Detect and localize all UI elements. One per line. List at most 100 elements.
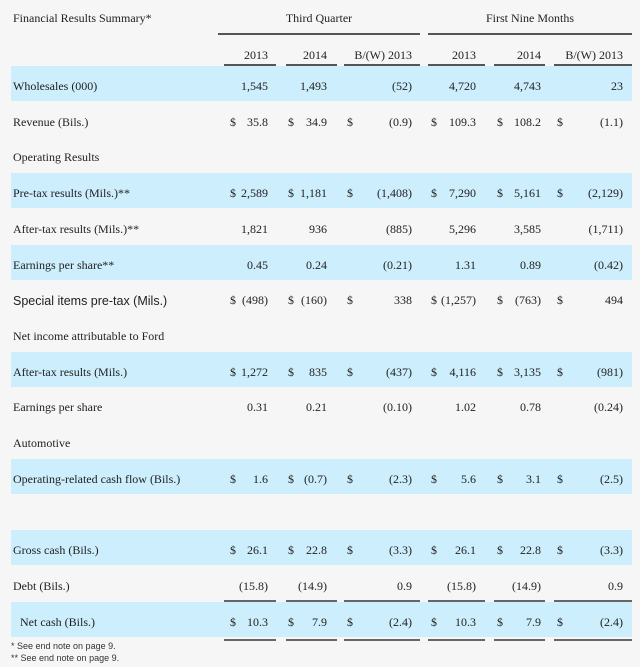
- cell-value: 0.9: [608, 578, 623, 593]
- dollar-sign: $: [230, 114, 236, 129]
- cell-value: 0.45: [247, 257, 268, 272]
- dollar-sign: $: [497, 543, 503, 558]
- cell-value: (498): [242, 293, 268, 308]
- column-header-underline: [344, 64, 420, 66]
- cell-value: 2,589: [241, 186, 268, 201]
- dollar-sign: $: [288, 471, 294, 486]
- cell-value: 109.3: [449, 114, 476, 129]
- table-row: Gross cash (Bils.) $26.1 $22.8 $ (3.3) $26.1 $…: [0, 529, 640, 566]
- dollar-sign: $: [347, 114, 353, 129]
- dollar-sign: $: [431, 114, 437, 129]
- column-header: 2014: [303, 48, 327, 62]
- cell-value: 22.8: [306, 543, 327, 558]
- column-header: 2014: [517, 48, 541, 62]
- cell-value: 26.1: [455, 543, 476, 558]
- cell-value: (885): [386, 221, 412, 236]
- table-row: After-tax results (Mils.) $1,272 $835 $ (437…: [0, 351, 640, 387]
- cell-value: 1.02: [455, 400, 476, 415]
- single-underline: [344, 599, 420, 602]
- dollar-sign: $: [288, 186, 294, 201]
- section-label: Automotive: [13, 436, 71, 450]
- double-underline: [344, 638, 420, 641]
- cell-value: 5.6: [461, 471, 476, 486]
- cell-value: (52): [392, 79, 412, 93]
- section-row: Net income attributable to Ford: [0, 315, 640, 351]
- cell-value: (3.3): [600, 543, 623, 558]
- single-underline: [428, 599, 485, 602]
- group-header-first-nine-months: First Nine Months: [485, 11, 574, 25]
- dollar-sign: $: [431, 186, 437, 201]
- group-underline: [218, 33, 420, 35]
- dollar-sign: $: [230, 364, 236, 379]
- cell-value: (2.3): [389, 471, 412, 486]
- cell-value: (981): [597, 364, 623, 379]
- table-row: Revenue (Bils.) $35.8 $34.9 $ (0.9) $109.3 $10…: [0, 101, 640, 137]
- footnote: * See end note on page 9.: [11, 641, 116, 651]
- cell-value: (160): [301, 293, 327, 308]
- cell-value: (3.3): [389, 543, 412, 558]
- column-header: B/(W) 2013: [565, 48, 623, 62]
- table-row: Operating-related cash flow (Bils.) $1.6 $…: [0, 458, 640, 494]
- cell-value: 0.9: [397, 578, 412, 593]
- column-header-underline: [224, 64, 276, 66]
- dollar-sign: $: [431, 364, 437, 379]
- row-label: Gross cash (Bils.): [13, 543, 99, 558]
- dollar-sign: $: [230, 471, 236, 486]
- dollar-sign: $: [557, 186, 563, 201]
- dollar-sign: $: [557, 543, 563, 558]
- cell-value: 34.9: [306, 114, 327, 129]
- dollar-sign: $: [431, 471, 437, 486]
- row-label: Special items pre-tax (Mils.): [13, 294, 168, 309]
- column-header-underline: [554, 64, 632, 66]
- single-underline: [554, 599, 632, 602]
- table-title: Financial Results Summary*: [13, 11, 152, 25]
- cell-value: 3,585: [514, 221, 541, 236]
- footnote: ** See end note on page 9.: [11, 653, 120, 663]
- double-underline: [428, 638, 485, 641]
- table-row: Pre-tax results (Mils.)** $2,589 $1,181 $ (1…: [0, 172, 640, 209]
- row-label: Debt (Bils.): [13, 578, 70, 593]
- cell-value: 7,290: [449, 186, 476, 201]
- dollar-sign: $: [557, 114, 563, 129]
- section-row: Automotive: [0, 422, 640, 458]
- cell-value: (1,257): [441, 293, 476, 308]
- column-header-underline: [494, 64, 545, 66]
- row-label: After-tax results (Mils.)**: [13, 221, 140, 236]
- dollar-sign: $: [497, 364, 503, 379]
- column-header: 2013: [452, 48, 476, 62]
- cell-value: (0.10): [383, 400, 412, 415]
- cell-value: (2.5): [600, 471, 623, 486]
- dollar-sign: $: [497, 186, 503, 201]
- dollar-sign: $: [230, 543, 236, 558]
- dollar-sign: $: [288, 293, 294, 308]
- dollar-sign: $: [557, 293, 563, 308]
- table-row: Wholesales (000) 1,545 1,493 (52) 4,720 4,743…: [0, 65, 640, 101]
- dollar-sign: $: [347, 293, 353, 308]
- cell-value: 1.31: [455, 257, 476, 272]
- row-label: Net cash (Bils.): [20, 614, 95, 629]
- row-label: Revenue (Bils.): [13, 114, 89, 129]
- cell-value: 22.8: [520, 543, 541, 558]
- cell-value: (0.9): [389, 114, 412, 129]
- cell-value: 1,181: [300, 186, 327, 201]
- cell-value: 0.89: [520, 257, 541, 272]
- group-header-third-quarter: Third Quarter: [285, 11, 353, 25]
- dollar-sign: $: [347, 364, 353, 379]
- cell-value: (0.24): [594, 400, 623, 415]
- dollar-sign: $: [347, 471, 353, 486]
- cell-value: 7.9: [526, 614, 541, 629]
- dollar-sign: $: [557, 364, 563, 379]
- cell-value: 1,545: [241, 79, 268, 93]
- cell-value: 10.3: [247, 614, 268, 629]
- double-underline: [494, 638, 545, 641]
- dollar-sign: $: [497, 114, 503, 129]
- cell-value: (0.21): [383, 257, 412, 272]
- cell-value: 0.78: [520, 400, 541, 415]
- cell-value: (15.8): [447, 578, 476, 593]
- cell-value: 3,135: [514, 364, 541, 379]
- section-row: Operating Results: [0, 136, 640, 172]
- column-header-underline: [428, 64, 485, 66]
- row-label: Wholesales (000): [13, 79, 98, 93]
- cell-value: (1.1): [600, 114, 623, 129]
- dollar-sign: $: [497, 471, 503, 486]
